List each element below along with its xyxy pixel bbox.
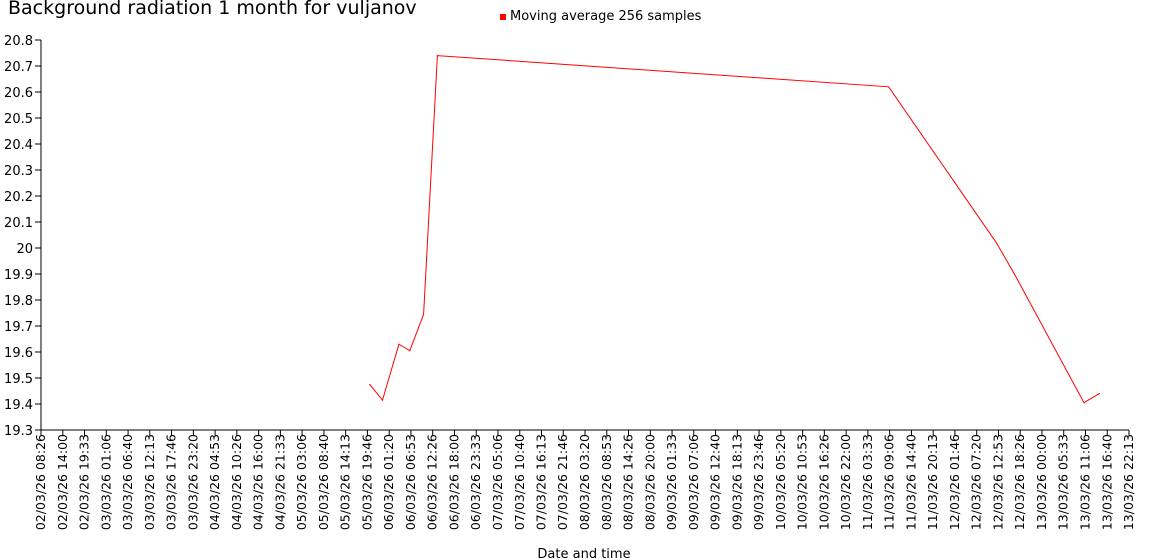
x-tick-label: 03/03/26 01:06 bbox=[98, 434, 113, 530]
x-tick-label: 06/03/26 06:53 bbox=[403, 434, 418, 530]
x-tick-label: 08/03/26 14:26 bbox=[621, 434, 636, 530]
axes bbox=[40, 40, 1129, 431]
y-tick-label: 19.5 bbox=[4, 372, 33, 387]
x-tick-label: 05/03/26 03:06 bbox=[294, 434, 309, 530]
data-point bbox=[381, 399, 384, 401]
x-tick-label: 12/03/26 07:20 bbox=[969, 434, 984, 530]
x-tick-label: 10/03/26 05:20 bbox=[773, 434, 788, 530]
y-tick-label: 19.9 bbox=[4, 268, 33, 283]
chart-title: Background radiation 1 month for vuljano… bbox=[8, 0, 417, 19]
x-tick-label: 12/03/26 12:53 bbox=[990, 434, 1005, 530]
x-tick-label: 03/03/26 12:13 bbox=[142, 434, 157, 530]
y-tick-label: 20.8 bbox=[4, 34, 33, 49]
x-axis-ticks: 02/03/26 08:26 02/03/26 14:00 02/03/26 19:… bbox=[33, 430, 1136, 530]
x-tick-label: 05/03/26 19:46 bbox=[359, 434, 374, 530]
data-point bbox=[422, 313, 425, 315]
data-point bbox=[1098, 393, 1101, 395]
y-tick-label: 20.2 bbox=[4, 190, 33, 205]
data-point bbox=[888, 86, 890, 88]
x-tick-label: 13/03/26 22:13 bbox=[1121, 434, 1136, 530]
x-tick-label: 04/03/26 04:53 bbox=[207, 434, 222, 530]
legend: Moving average 256 samples bbox=[500, 9, 701, 24]
data-point bbox=[398, 343, 400, 345]
x-tick-label: 08/03/26 20:00 bbox=[642, 434, 657, 530]
x-tick-label: 11/03/26 09:06 bbox=[882, 434, 897, 530]
data-point bbox=[436, 55, 438, 57]
data-point bbox=[995, 242, 998, 244]
x-tick-label: 05/03/26 08:40 bbox=[316, 434, 331, 530]
y-tick-label: 20.4 bbox=[4, 138, 33, 153]
y-tick-label: 19.4 bbox=[4, 398, 33, 413]
y-tick-label: 19.7 bbox=[4, 320, 33, 335]
x-axis-title: Date and time bbox=[537, 547, 630, 560]
y-tick-label: 20 bbox=[16, 242, 33, 257]
x-tick-label: 06/03/26 12:26 bbox=[425, 434, 440, 530]
x-tick-label: 13/03/26 00:00 bbox=[1034, 434, 1049, 530]
x-tick-label: 03/03/26 06:40 bbox=[120, 434, 135, 530]
x-tick-label: 02/03/26 19:33 bbox=[77, 434, 92, 530]
series-layer bbox=[369, 55, 1101, 404]
x-tick-label: 09/03/26 12:40 bbox=[708, 434, 723, 530]
x-tick-label: 03/03/26 23:20 bbox=[185, 434, 200, 530]
x-tick-label: 08/03/26 03:20 bbox=[577, 434, 592, 530]
x-tick-label: 07/03/26 21:46 bbox=[555, 434, 570, 530]
series-line bbox=[369, 55, 1100, 404]
x-tick-label: 13/03/26 05:33 bbox=[1056, 434, 1071, 530]
x-tick-label: 05/03/26 14:13 bbox=[338, 434, 353, 530]
y-tick-label: 19.6 bbox=[4, 346, 33, 361]
y-tick-label: 20.1 bbox=[4, 216, 33, 231]
data-point bbox=[1013, 272, 1015, 274]
y-tick-label: 20.6 bbox=[4, 86, 33, 101]
x-tick-label: 07/03/26 16:13 bbox=[533, 434, 548, 530]
legend-swatch bbox=[500, 13, 506, 20]
x-tick-label: 06/03/26 23:33 bbox=[468, 434, 483, 530]
y-tick-label: 20.5 bbox=[4, 112, 33, 127]
x-tick-label: 02/03/26 08:26 bbox=[33, 434, 48, 530]
y-tick-label: 20.3 bbox=[4, 164, 33, 179]
x-tick-label: 12/03/26 18:26 bbox=[1012, 434, 1027, 530]
x-tick-label: 06/03/26 18:00 bbox=[446, 434, 461, 530]
x-tick-label: 11/03/26 20:13 bbox=[925, 434, 940, 530]
y-tick-label: 20.7 bbox=[4, 60, 33, 75]
x-tick-label: 04/03/26 10:26 bbox=[229, 434, 244, 530]
x-tick-label: 11/03/26 14:40 bbox=[903, 434, 918, 530]
x-tick-label: 11/03/26 03:33 bbox=[860, 434, 875, 530]
y-tick-label: 19.3 bbox=[4, 424, 33, 439]
data-point bbox=[369, 383, 371, 386]
x-tick-label: 13/03/26 16:40 bbox=[1099, 434, 1114, 530]
x-tick-label: 06/03/26 01:20 bbox=[381, 434, 396, 530]
x-tick-label: 08/03/26 08:53 bbox=[599, 434, 614, 530]
x-tick-label: 07/03/26 10:40 bbox=[512, 434, 527, 530]
x-tick-label: 09/03/26 18:13 bbox=[729, 434, 744, 530]
x-tick-label: 02/03/26 14:00 bbox=[55, 434, 70, 530]
x-tick-label: 04/03/26 21:33 bbox=[272, 434, 287, 530]
legend-label: Moving average 256 samples bbox=[510, 9, 702, 24]
x-tick-label: 12/03/26 01:46 bbox=[947, 434, 962, 530]
x-tick-label: 09/03/26 01:33 bbox=[664, 434, 679, 530]
x-tick-label: 10/03/26 22:00 bbox=[838, 434, 853, 530]
x-tick-label: 07/03/26 05:06 bbox=[490, 434, 505, 530]
x-tick-label: 10/03/26 16:26 bbox=[816, 434, 831, 530]
data-point bbox=[409, 350, 411, 352]
y-tick-label: 19.8 bbox=[4, 294, 33, 309]
y-axis-ticks: 19.3 19.4 19.5 19.6 19.7 19.8 19.9 20 20.1 20.2 20… bbox=[4, 34, 41, 439]
x-tick-label: 13/03/26 11:06 bbox=[1077, 434, 1092, 530]
x-tick-label: 09/03/26 23:46 bbox=[751, 434, 766, 530]
x-tick-label: 03/03/26 17:46 bbox=[164, 434, 179, 530]
x-tick-label: 04/03/26 16:00 bbox=[251, 434, 266, 530]
x-tick-label: 09/03/26 07:06 bbox=[686, 434, 701, 530]
data-point bbox=[1083, 402, 1085, 404]
x-tick-label: 10/03/26 10:53 bbox=[795, 434, 810, 530]
